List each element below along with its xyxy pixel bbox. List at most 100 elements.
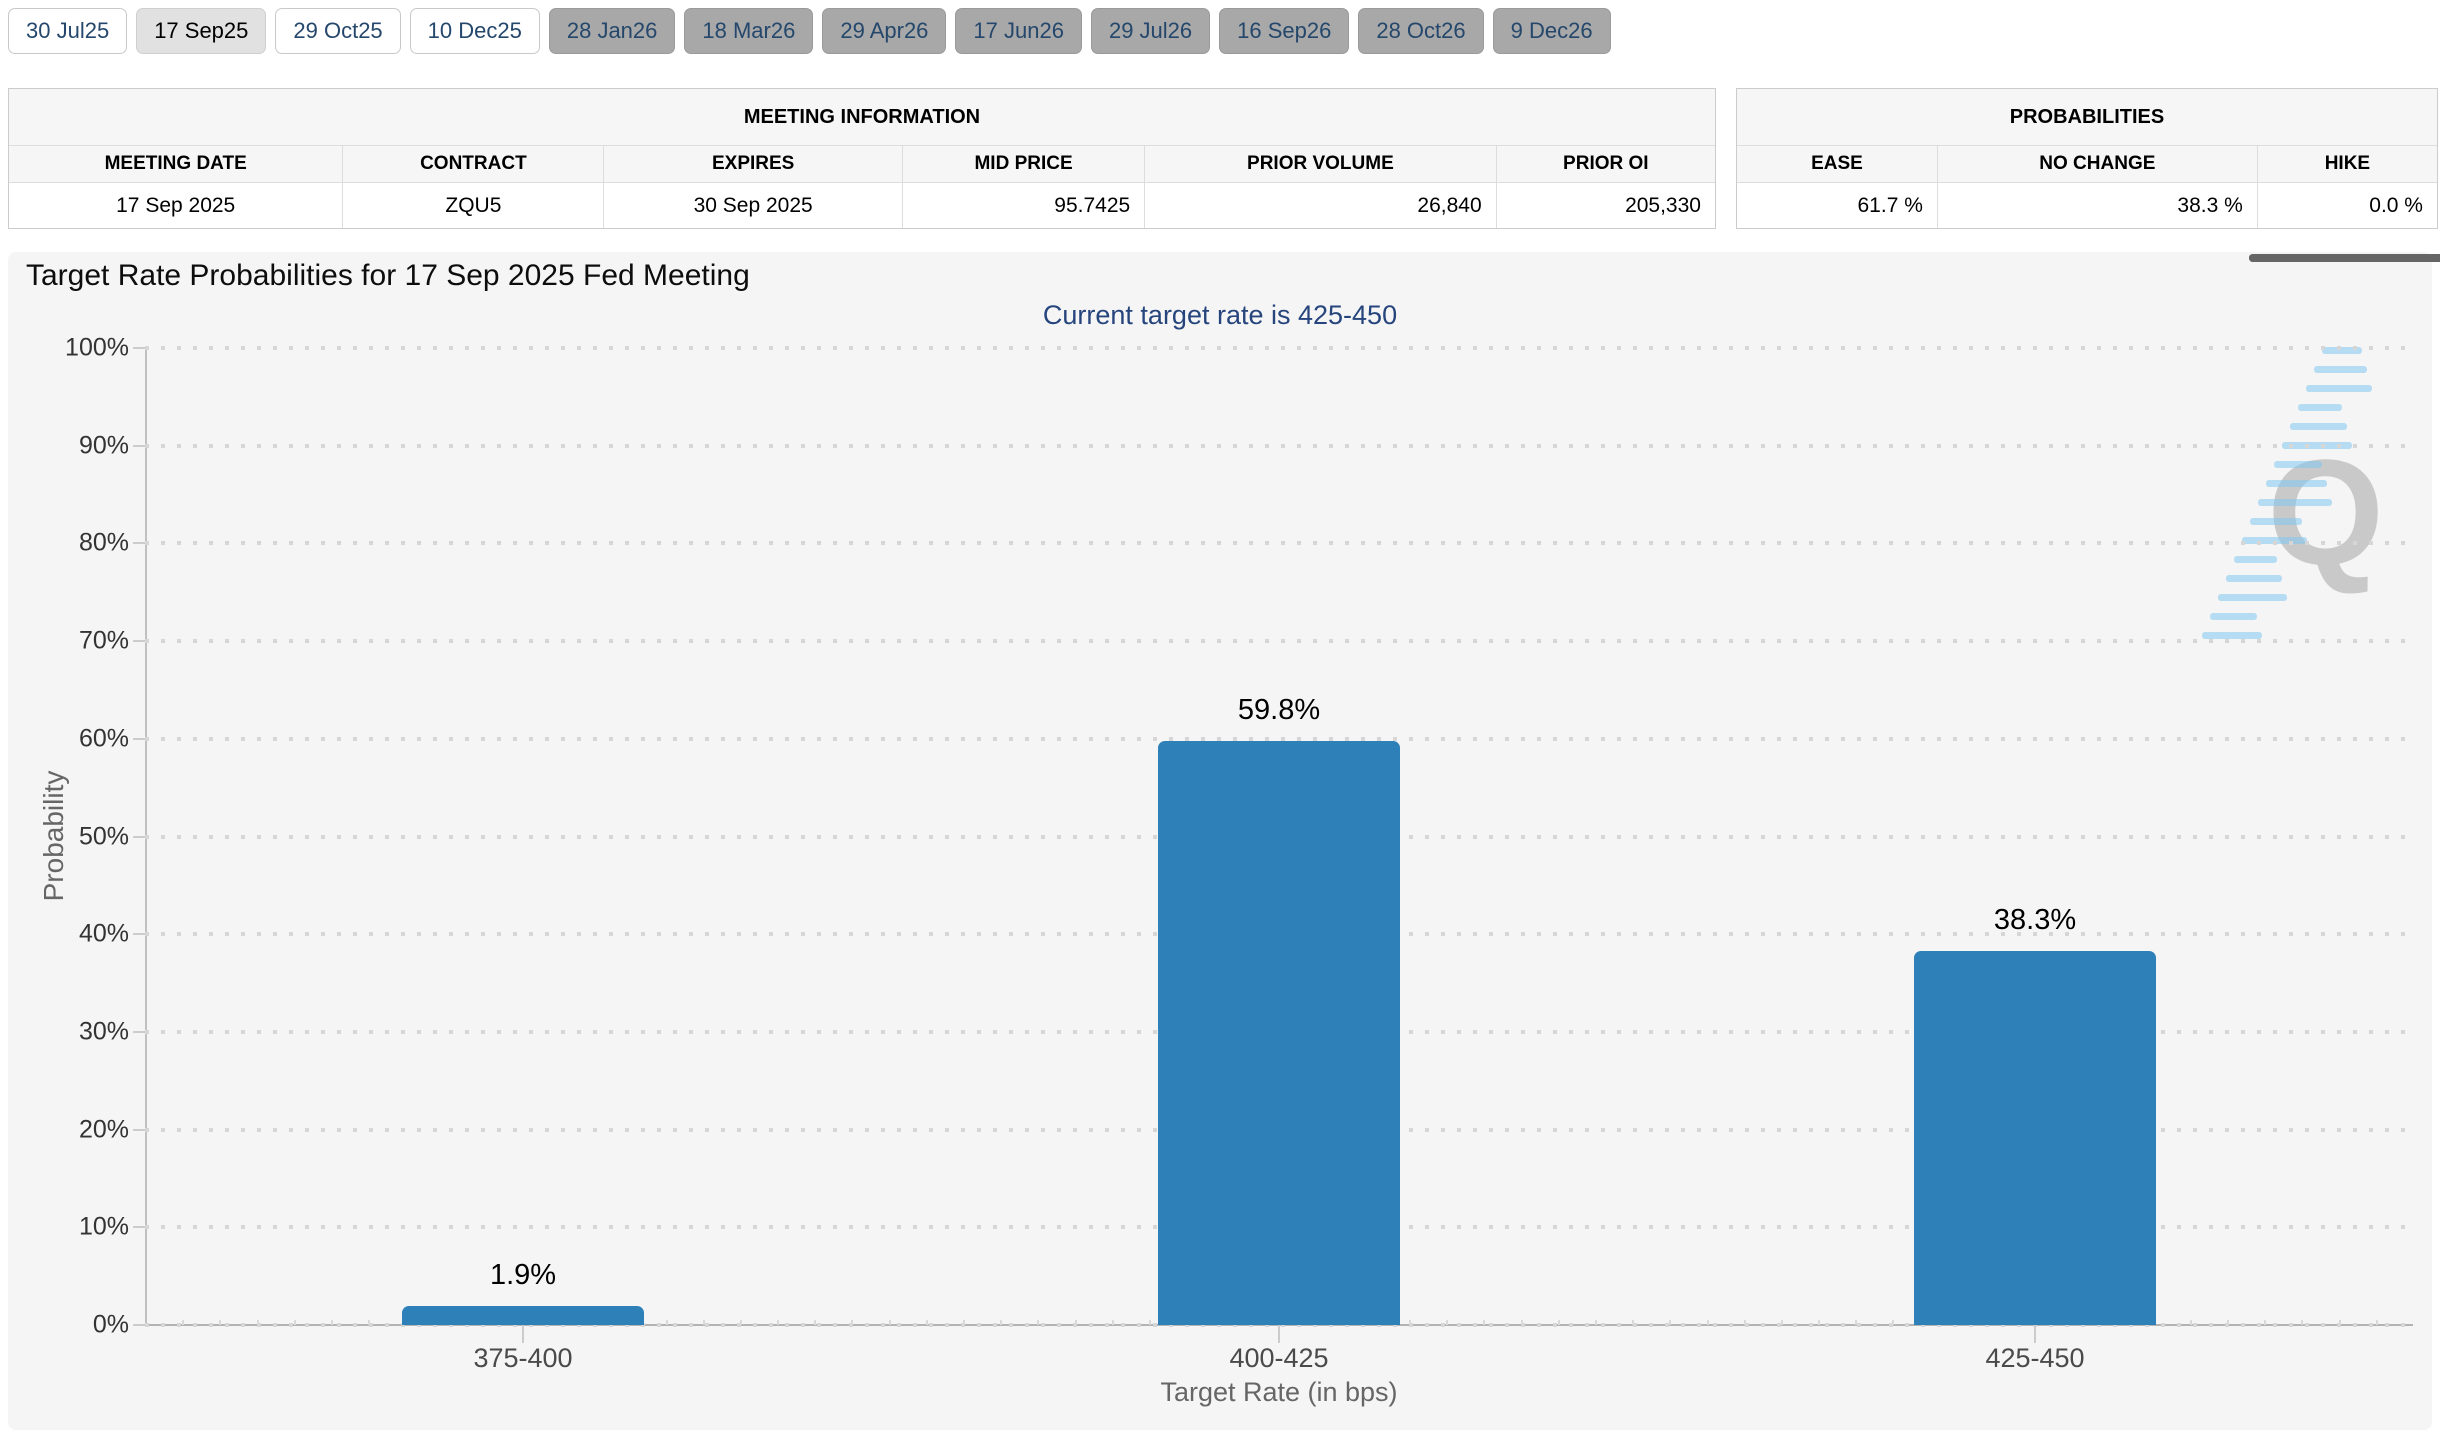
tab-29-oct25[interactable]: 29 Oct25 [275, 8, 401, 54]
x-minor-tick [814, 1320, 817, 1325]
bar-425-450[interactable] [1914, 950, 2156, 1325]
probabilities-header-ease: EASE [1737, 146, 1938, 183]
x-category-tick [522, 1325, 524, 1343]
y-tick-label: 10% [78, 1212, 129, 1241]
bar-375-400[interactable] [402, 1306, 644, 1325]
meeting-info-header-expires: EXPIRES [604, 146, 903, 183]
x-minor-tick [1074, 1320, 1077, 1325]
tab-18-mar26[interactable]: 18 Mar26 [684, 8, 814, 54]
gridline-70 [145, 639, 2413, 644]
x-minor-tick [1446, 1320, 1449, 1325]
tab-17-sep25[interactable]: 17 Sep25 [136, 8, 267, 54]
bar-400-425[interactable] [1158, 740, 1400, 1325]
x-minor-tick [256, 1320, 259, 1325]
meeting-info-header-meeting-date: MEETING DATE [9, 146, 344, 183]
tab-28-oct26[interactable]: 28 Oct26 [1358, 8, 1484, 54]
x-minor-tick [2375, 1320, 2378, 1325]
y-axis-title: Probability [38, 770, 69, 902]
bar-value-label-375-400: 1.9% [489, 1259, 557, 1292]
meeting-info-value-meeting-date: 17 Sep 2025 [9, 183, 344, 228]
chart-subtitle: Current target rate is 425-450 [1042, 300, 1398, 330]
probabilities-value-ease: 61.7 % [1737, 183, 1938, 228]
gridline-90 [145, 443, 2413, 448]
y-tick-label: 100% [65, 333, 129, 362]
x-minor-tick [962, 1320, 965, 1325]
bar-value-label-425-450: 38.3% [1993, 903, 2077, 936]
x-minor-tick [702, 1320, 705, 1325]
x-minor-tick [1520, 1320, 1523, 1325]
x-minor-tick [1855, 1320, 1858, 1325]
x-minor-tick [2264, 1320, 2267, 1325]
meeting-date-tabs: 30 Jul25 17 Sep25 29 Oct25 10 Dec25 28 Jan26… [8, 8, 1611, 54]
menu-bar [2249, 254, 2440, 262]
y-tick-mark [133, 444, 145, 447]
x-minor-tick [1818, 1320, 1821, 1325]
x-minor-tick [1595, 1320, 1598, 1325]
y-tick-mark [133, 933, 145, 936]
y-tick-mark [133, 542, 145, 545]
y-tick-label: 80% [78, 528, 129, 557]
x-minor-tick [293, 1320, 296, 1325]
x-minor-tick [1743, 1320, 1746, 1325]
probabilities-title: PROBABILITIES [1737, 89, 2437, 146]
x-minor-tick [1148, 1320, 1151, 1325]
x-minor-tick [2301, 1320, 2304, 1325]
y-tick-label: 50% [78, 822, 129, 850]
y-tick-mark [133, 640, 145, 643]
x-minor-tick [888, 1320, 891, 1325]
gridline-80 [145, 541, 2413, 546]
meeting-info-value-contract: ZQU5 [343, 183, 605, 228]
probabilities-header-hike: HIKE [2257, 146, 2437, 183]
x-minor-tick [1409, 1320, 1412, 1325]
y-tick-mark [133, 737, 145, 740]
tab-9-dec26[interactable]: 9 Dec26 [1492, 8, 1611, 54]
y-tick-label: 70% [78, 626, 129, 655]
x-minor-tick [1483, 1320, 1486, 1325]
x-minor-tick [1780, 1320, 1783, 1325]
y-tick-label: 60% [78, 724, 129, 753]
probabilities-table: PROBABILITIES EASE NO CHANGE HIKE 61.7 % 38.3… [1736, 88, 2438, 229]
x-minor-tick [925, 1320, 928, 1325]
x-minor-tick [1892, 1320, 1895, 1325]
y-tick-label: 30% [78, 1017, 129, 1046]
meeting-info-header-mid-price: MID PRICE [902, 146, 1146, 183]
y-tick-mark [133, 347, 145, 349]
y-tick-mark [133, 1324, 145, 1326]
y-tick-label: 40% [78, 919, 129, 948]
tab-28-jan26[interactable]: 28 Jan26 [548, 8, 676, 54]
tab-29-apr26[interactable]: 29 Apr26 [822, 8, 947, 54]
x-minor-tick [330, 1320, 333, 1325]
tab-30-jul25[interactable]: 30 Jul25 [8, 8, 128, 54]
tab-10-dec25[interactable]: 10 Dec25 [409, 8, 540, 54]
x-minor-tick [1000, 1320, 1003, 1325]
tab-17-jun26[interactable]: 17 Jun26 [955, 8, 1082, 54]
x-minor-tick [777, 1320, 780, 1325]
chart-title: Target Rate Probabilities for 17 Sep 202… [26, 259, 750, 292]
meeting-info-value-expires: 30 Sep 2025 [604, 183, 903, 228]
meeting-info-title: MEETING INFORMATION [9, 89, 1715, 146]
plot-area: Probability Target Rate (in bps) 0% 10% 20… [38, 334, 2413, 1407]
meeting-info-value-prior-volume: 26,840 [1145, 183, 1497, 228]
probabilities-value-hike: 0.0 % [2257, 183, 2437, 228]
x-minor-tick [368, 1320, 371, 1325]
meeting-info-header-prior-volume: PRIOR VOLUME [1145, 146, 1497, 183]
probabilities-header-no-change: NO CHANGE [1937, 146, 2258, 183]
meeting-info-header-prior-oi: PRIOR OI [1496, 146, 1715, 183]
probabilities-value-no-change: 38.3 % [1937, 183, 2258, 228]
tab-16-sep26[interactable]: 16 Sep26 [1219, 8, 1350, 54]
x-minor-tick [1111, 1320, 1114, 1325]
x-minor-tick [739, 1320, 742, 1325]
meeting-info-value-mid-price: 95.7425 [902, 183, 1146, 228]
x-minor-tick [1706, 1320, 1709, 1325]
meeting-information-table: MEETING INFORMATION MEETING DATE CONTRACT E… [8, 88, 1716, 229]
x-minor-tick [1037, 1320, 1040, 1325]
x-minor-tick [1669, 1320, 1672, 1325]
tab-29-jul26[interactable]: 29 Jul26 [1090, 8, 1211, 54]
y-tick-mark [133, 1128, 145, 1131]
bar-value-label-400-425: 59.8% [1237, 693, 1321, 726]
x-category-tick [2034, 1325, 2036, 1343]
x-minor-tick [851, 1320, 854, 1325]
target-rate-chart: Target Rate Probabilities for 17 Sep 202… [8, 252, 2440, 1430]
x-tick-label-375-400: 375-400 [473, 1343, 573, 1373]
